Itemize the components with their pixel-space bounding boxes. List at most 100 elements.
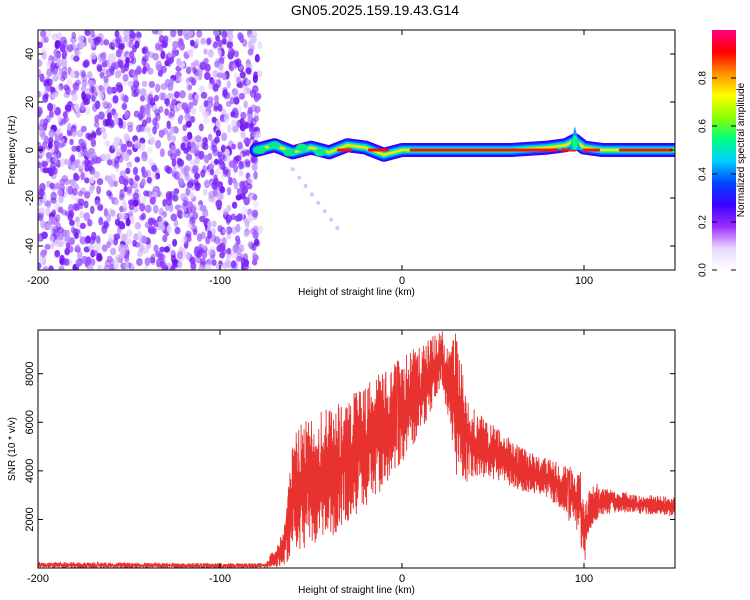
noise-point [223,91,231,100]
noise-point [211,259,217,266]
noise-point [156,258,161,268]
noise-point [139,214,145,221]
noise-point [148,158,153,166]
noise-point [216,72,224,79]
noise-point [316,200,321,205]
noise-point [55,52,62,60]
noise-point [48,129,55,138]
noise-point [225,253,231,261]
noise-point [252,193,258,201]
noise-point [134,241,141,248]
noise-point [80,85,87,93]
noise-point [90,30,95,38]
noise-point [251,209,259,218]
noise-point [153,94,159,102]
noise-point [215,168,220,176]
noise-point [183,135,189,142]
noise-point [176,57,182,67]
noise-point [106,159,113,166]
noise-point [59,157,65,167]
noise-point [81,70,86,79]
noise-point [232,125,239,133]
noise-point [207,249,214,256]
noise-point [194,38,200,46]
noise-point [132,199,139,207]
colorbar-tick-label: 0.4 [698,167,709,181]
noise-point [39,219,46,229]
noise-point [46,115,51,123]
noise-point [192,99,198,106]
noise-point [176,103,184,111]
noise-point [204,263,212,270]
noise-point [155,139,162,149]
noise-point [226,204,232,212]
noise-point [181,102,189,111]
noise-point [309,192,314,197]
noise-point [237,32,243,40]
noise-point [251,31,258,38]
noise-point [231,88,239,96]
noise-point [62,50,68,58]
noise-point [178,170,185,179]
noise-point [103,81,110,90]
noise-point [83,191,91,199]
noise-point [112,94,119,104]
noise-point [61,175,69,183]
noise-point [69,138,74,146]
noise-point [158,92,165,101]
noise-point [49,235,55,242]
noise-point [118,211,126,219]
noise-point [38,59,43,68]
noise-point [238,160,244,170]
noise-point [77,198,85,206]
x-tick-label: 100 [575,573,593,585]
noise-point [160,83,168,91]
noise-point [247,213,254,223]
noise-point [136,258,143,267]
noise-point [177,30,183,37]
y-tick-label: 0 [24,147,36,153]
noise-point [189,216,195,225]
noise-point [39,255,46,264]
noise-point [226,80,231,89]
noise-point [56,32,62,40]
noise-point [57,115,62,122]
noise-point [184,113,191,122]
noise-point [94,100,101,110]
noise-point [255,92,262,100]
noise-point [254,54,260,63]
noise-point [58,206,64,214]
noise-point [173,91,180,99]
noise-point [194,155,201,165]
noise-point [222,35,227,44]
noise-point [84,177,90,184]
noise-point [228,176,233,186]
bottom-plot-frame [37,329,676,569]
noise-point [176,251,183,260]
noise-point [146,176,152,184]
noise-point [74,103,80,112]
noise-point [106,86,113,95]
noise-point [220,226,226,236]
noise-point [125,167,131,175]
noise-point [87,152,94,159]
noise-point [114,118,119,126]
noise-point [182,124,188,132]
noise-point [90,139,97,147]
noise-point [81,255,88,264]
x-tick-label: -100 [209,573,231,585]
noise-point [231,201,238,209]
noise-point [206,168,212,176]
noise-point [69,156,75,165]
noise-point [200,231,206,240]
noise-point [58,240,64,248]
noise-point [166,225,172,234]
noise-point [144,221,150,229]
noise-point [50,165,56,175]
noise-point [136,124,142,133]
noise-point [217,49,222,57]
noise-point [125,217,131,227]
noise-point [39,129,46,138]
noise-point [163,35,169,43]
noise-point [239,118,245,125]
